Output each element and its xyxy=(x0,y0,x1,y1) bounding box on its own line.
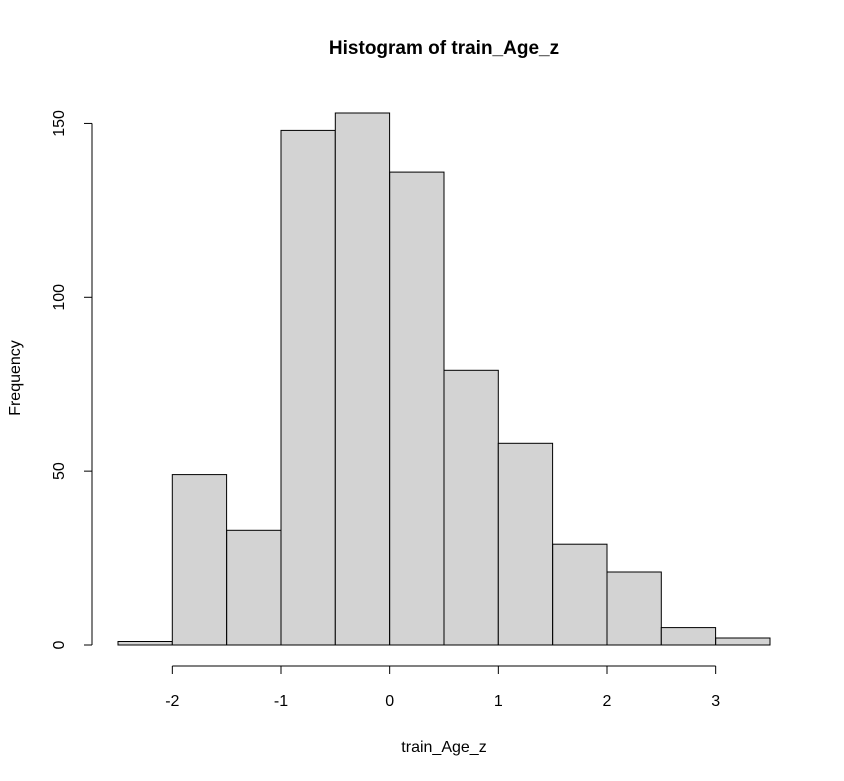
histogram-bar xyxy=(497,442,554,646)
x-tick-label: 3 xyxy=(711,693,720,710)
y-tick-label: 150 xyxy=(51,110,68,137)
histogram-bar xyxy=(117,641,173,646)
y-tick-label: 100 xyxy=(51,284,68,311)
histogram-bar xyxy=(280,129,336,646)
histogram-bar xyxy=(226,529,282,646)
x-tick-label: 2 xyxy=(603,693,612,710)
chart-title: Histogram of train_Age_z xyxy=(329,38,559,59)
bars-group xyxy=(117,112,771,646)
y-tick-label: 0 xyxy=(51,640,68,649)
y-axis: 0 50 100 150 xyxy=(51,110,93,649)
x-axis: -2 -1 0 1 2 3 xyxy=(165,665,720,710)
histogram-bar xyxy=(552,543,608,646)
y-tick-label: 50 xyxy=(51,462,68,480)
x-tick-label: 0 xyxy=(385,693,394,710)
x-tick-label: -2 xyxy=(165,693,179,710)
histogram-bar xyxy=(660,627,717,646)
x-axis-title: train_Age_z xyxy=(401,739,486,756)
histogram-bar xyxy=(334,112,391,646)
y-axis-title: Frequency xyxy=(7,340,24,416)
x-tick-label: -1 xyxy=(274,693,288,710)
histogram-bar xyxy=(171,474,228,646)
histogram-bar xyxy=(606,571,662,646)
x-tick-label: 1 xyxy=(494,693,503,710)
histogram-bar xyxy=(443,369,499,646)
histogram-bar xyxy=(389,171,445,646)
histogram-bar xyxy=(715,637,771,646)
